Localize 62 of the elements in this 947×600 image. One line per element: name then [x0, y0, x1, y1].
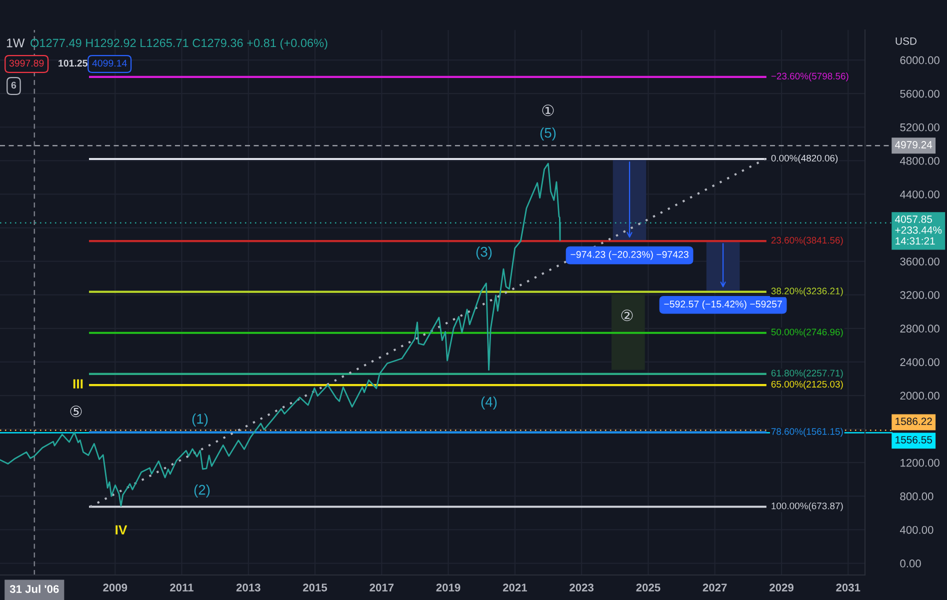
text: 1W — [6, 38, 25, 48]
annotation: (5) — [540, 128, 556, 140]
series-label: 38.20%(3236.21) — [771, 287, 843, 296]
bar — [612, 294, 645, 370]
y-tick-label: 2800.00 — [900, 324, 940, 333]
series-label: 23.60%(3841.56) — [771, 236, 843, 246]
x-tick-label: 2017 — [370, 584, 394, 592]
series-label: 78.60%(1561.15) — [771, 428, 843, 437]
bar — [706, 240, 740, 291]
x-tick-label: 2027 — [702, 584, 727, 592]
annotation: (1) — [192, 414, 208, 426]
series-label: 0.00%(4820.06) — [771, 154, 838, 164]
series-label: 61.80%(2257.71) — [771, 369, 843, 378]
y-tick-label: 800.00 — [900, 492, 934, 500]
x-tick-label: 2025 — [636, 584, 660, 592]
ref-line-label: 4979.24 — [895, 141, 932, 148]
x-tick-label: 2015 — [303, 584, 328, 592]
y-tick-label: 4800.00 — [900, 156, 940, 165]
annotation: III — [73, 379, 83, 388]
ref-line-label: 4057.85 +233.44% 14:31:21 — [895, 216, 942, 245]
y-tick-label: 6000.00 — [900, 56, 940, 64]
data-label: −974.23 (−20.23%) −97423 — [570, 250, 688, 260]
annotation: IV — [116, 525, 128, 534]
annotation: ② — [621, 310, 633, 322]
annotation: (4) — [481, 396, 497, 410]
y-axis-title: USD — [896, 37, 916, 45]
y-tick-label: 0.00 — [900, 560, 921, 568]
y-tick-label: 5200.00 — [900, 123, 940, 132]
annotation: (3) — [476, 246, 492, 260]
x-tick-label: 2031 — [836, 584, 860, 592]
y-tick-label: 2000.00 — [900, 392, 940, 400]
bar — [612, 159, 646, 242]
series-label: 100.00%(673.87) — [772, 502, 843, 512]
x-tick-label: 2009 — [103, 584, 128, 592]
annotation: ⑤ — [70, 406, 82, 418]
series-label: 50.00%(2746.96) — [771, 328, 843, 338]
y-tick-label: 4400.00 — [900, 190, 940, 198]
x-tick-label: 2029 — [770, 584, 794, 592]
y-tick-label: 1200.00 — [900, 458, 940, 467]
data-label: −592.57 (−15.42%) −59257 — [664, 300, 782, 310]
text: O1277.49 H1292.92 L1265.71 C1279.36 +0.81 (+0.06%) — [30, 38, 328, 50]
series-label: 65.00%(2125.03) — [771, 380, 843, 390]
annotation: ① — [542, 104, 554, 116]
annotation: (2) — [194, 484, 210, 498]
ref-line-label: 1556.55 — [896, 436, 932, 444]
ref-line-label: 1586.22 — [896, 418, 932, 426]
y-tick-label: 3600.00 — [900, 258, 940, 266]
annotation: 3997.89 — [9, 60, 44, 67]
x-tick-label: 2021 — [502, 584, 528, 592]
y-tick-label: 3200.00 — [900, 291, 940, 300]
ref-line-label: 31 Jul '06 — [10, 584, 59, 593]
y-tick-label: 400.00 — [900, 526, 934, 534]
y-tick-label: 2400.00 — [900, 358, 940, 366]
x-tick-label: 2019 — [436, 584, 460, 592]
x-tick-label: 2011 — [170, 584, 194, 592]
series-label: −23.60%(5798.56) — [771, 72, 848, 82]
annotation: 101.25 — [58, 60, 88, 67]
annotation: 6 — [11, 82, 16, 89]
y-tick-label: 5600.00 — [900, 90, 940, 98]
annotation: 4099.14 — [92, 60, 127, 67]
x-tick-label: 2023 — [570, 584, 594, 592]
x-tick-label: 2013 — [236, 584, 260, 592]
